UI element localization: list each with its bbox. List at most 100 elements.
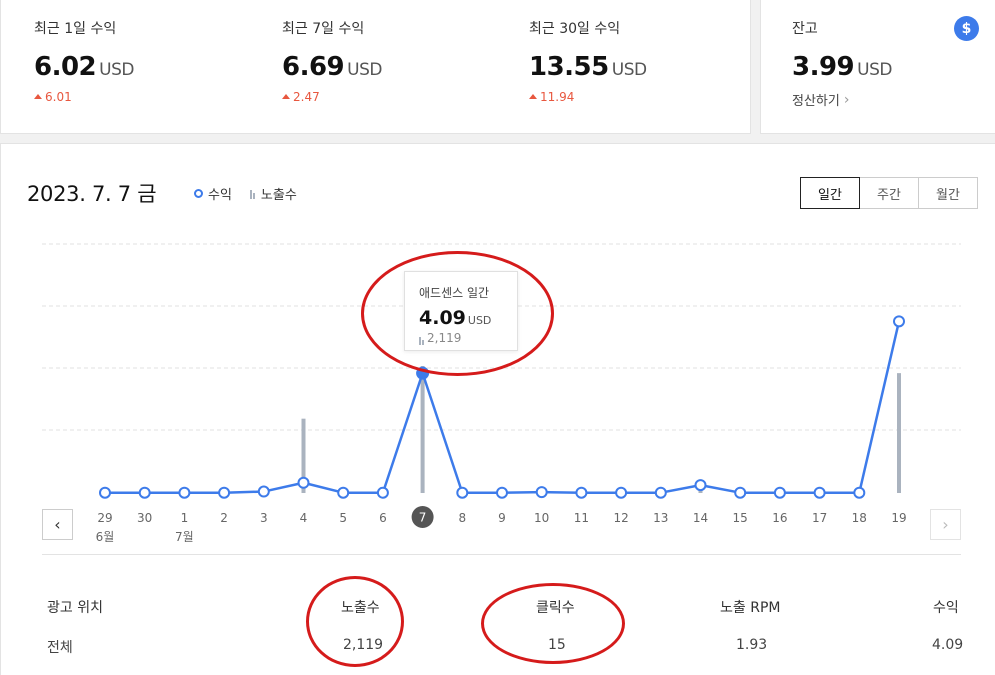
toggle-weekly[interactable]: 주간 [859, 177, 919, 209]
x-tick-label: 11 [574, 511, 589, 525]
stat-label: 최근 1일 수익 [34, 21, 117, 37]
annotation-ellipse-clicks [481, 583, 625, 664]
stat-unit: USD [347, 60, 382, 80]
data-point [456, 486, 469, 499]
x-tick-label: 14 [693, 511, 708, 525]
data-point [297, 476, 310, 489]
dollar-icon: $ [954, 16, 979, 41]
stat-delta: 11.94 [529, 90, 647, 104]
selected-day-badge [411, 506, 434, 528]
th-rpm: 노출 RPM [720, 600, 781, 616]
balance-card: 잔고 3.99 USD 정산하기 › $ [760, 0, 995, 134]
stat-7day: 최근 7일 수익 6.69 USD 2.47 [282, 18, 382, 104]
data-point [535, 486, 548, 499]
data-point [853, 486, 866, 499]
stat-value: 6.69 USD [282, 52, 382, 82]
data-point [257, 485, 270, 498]
annotation-ellipse-tooltip [361, 251, 554, 376]
data-point [734, 486, 747, 499]
stat-unit: USD [611, 60, 647, 80]
x-tick-label: 3 [260, 511, 268, 525]
impression-bar [897, 373, 901, 493]
x-tick-label: 5 [339, 511, 347, 525]
stat-unit: USD [857, 60, 892, 80]
stat-balance: 잔고 3.99 USD 정산하기 › [792, 18, 892, 109]
x-tick-label: 29 [97, 511, 112, 525]
data-point [376, 486, 389, 499]
data-point [138, 486, 151, 499]
stat-number: 6.02 [34, 52, 97, 82]
data-point [615, 486, 628, 499]
impression-bar [698, 489, 703, 493]
data-point [654, 486, 667, 499]
line-legend-icon [194, 189, 203, 198]
triangle-up-icon [529, 94, 537, 99]
legend-revenue: 수익 [208, 188, 232, 203]
next-button[interactable]: › [930, 509, 961, 540]
x-tick-label: 16 [772, 511, 787, 525]
stat-value: 13.55 USD [529, 52, 647, 82]
data-point [893, 315, 905, 328]
x-tick-label: 9 [498, 511, 506, 525]
main-card: 2023. 7. 7 금 수익 노출수 일간 주간 월간 29 30 1 2 3 4 5 6 7… [0, 143, 995, 675]
stat-unit: USD [99, 60, 134, 80]
impression-bar [420, 366, 425, 493]
data-point [178, 486, 191, 499]
settle-link-label: 정산하기 [792, 94, 840, 109]
triangle-up-icon [282, 94, 290, 99]
chevron-right-icon: › [843, 91, 850, 108]
td-revenue: 4.09 [932, 637, 964, 653]
stat-delta-value: 6.01 [45, 90, 72, 104]
data-point [99, 486, 111, 499]
toggle-daily[interactable]: 일간 [800, 177, 860, 209]
stat-value: 6.02 USD [34, 52, 134, 82]
th-position: 광고 위치 [47, 600, 103, 616]
month-label: 7월 [175, 530, 194, 544]
data-point [496, 486, 508, 499]
settle-link[interactable]: 정산하기 › [792, 90, 850, 110]
chevron-left-icon: ‹ [54, 515, 61, 534]
x-tick-label: 18 [852, 511, 867, 525]
chart-legend: 수익 노출수 [194, 184, 297, 203]
x-tick-label: 2 [220, 511, 228, 525]
x-tick-label: 10 [534, 511, 549, 525]
stat-value: 3.99 USD [792, 52, 892, 82]
annotation-ellipse-impressions [306, 576, 404, 667]
summary-card: 최근 1일 수익 6.02 USD 6.01 최근 7일 수익 6.69 USD 2… [0, 0, 751, 134]
th-revenue: 수익 [933, 600, 959, 616]
stat-delta: 2.47 [282, 90, 382, 104]
stat-30day: 최근 30일 수익 13.55 USD 11.94 [529, 18, 647, 104]
x-tick-label: 4 [300, 511, 308, 525]
data-point [773, 486, 786, 499]
impression-bar [301, 418, 306, 493]
stat-delta-value: 2.47 [293, 90, 320, 104]
data-point [575, 486, 588, 499]
td-position: 전체 [47, 640, 73, 656]
stat-number: 6.69 [282, 52, 345, 82]
x-tick-label: 1 [181, 511, 189, 525]
triangle-up-icon [34, 94, 42, 99]
x-tick-label: 6 [379, 511, 387, 525]
toggle-monthly[interactable]: 월간 [918, 177, 978, 209]
legend-impressions: 노출수 [260, 188, 297, 203]
stat-label: 최근 30일 수익 [529, 21, 621, 37]
x-tick-label: 19 [891, 511, 906, 525]
month-label: 6월 [96, 530, 115, 544]
data-point [218, 486, 231, 499]
x-tick-label: 8 [458, 511, 466, 525]
td-rpm: 1.93 [736, 637, 768, 653]
bar-legend-icon [249, 189, 255, 199]
stat-label: 최근 7일 수익 [282, 21, 365, 37]
stat-delta-value: 11.94 [540, 90, 575, 104]
data-point [694, 479, 707, 492]
x-tick-label: 30 [137, 511, 152, 525]
stat-number: 13.55 [529, 52, 609, 82]
stat-delta: 6.01 [34, 90, 134, 104]
stat-1day: 최근 1일 수익 6.02 USD 6.01 [34, 18, 134, 104]
x-tick-label: 17 [812, 511, 827, 525]
stat-label: 잔고 [792, 21, 818, 37]
data-point [813, 486, 826, 499]
x-tick-label: 7 [419, 511, 427, 525]
prev-button[interactable]: ‹ [42, 509, 73, 540]
